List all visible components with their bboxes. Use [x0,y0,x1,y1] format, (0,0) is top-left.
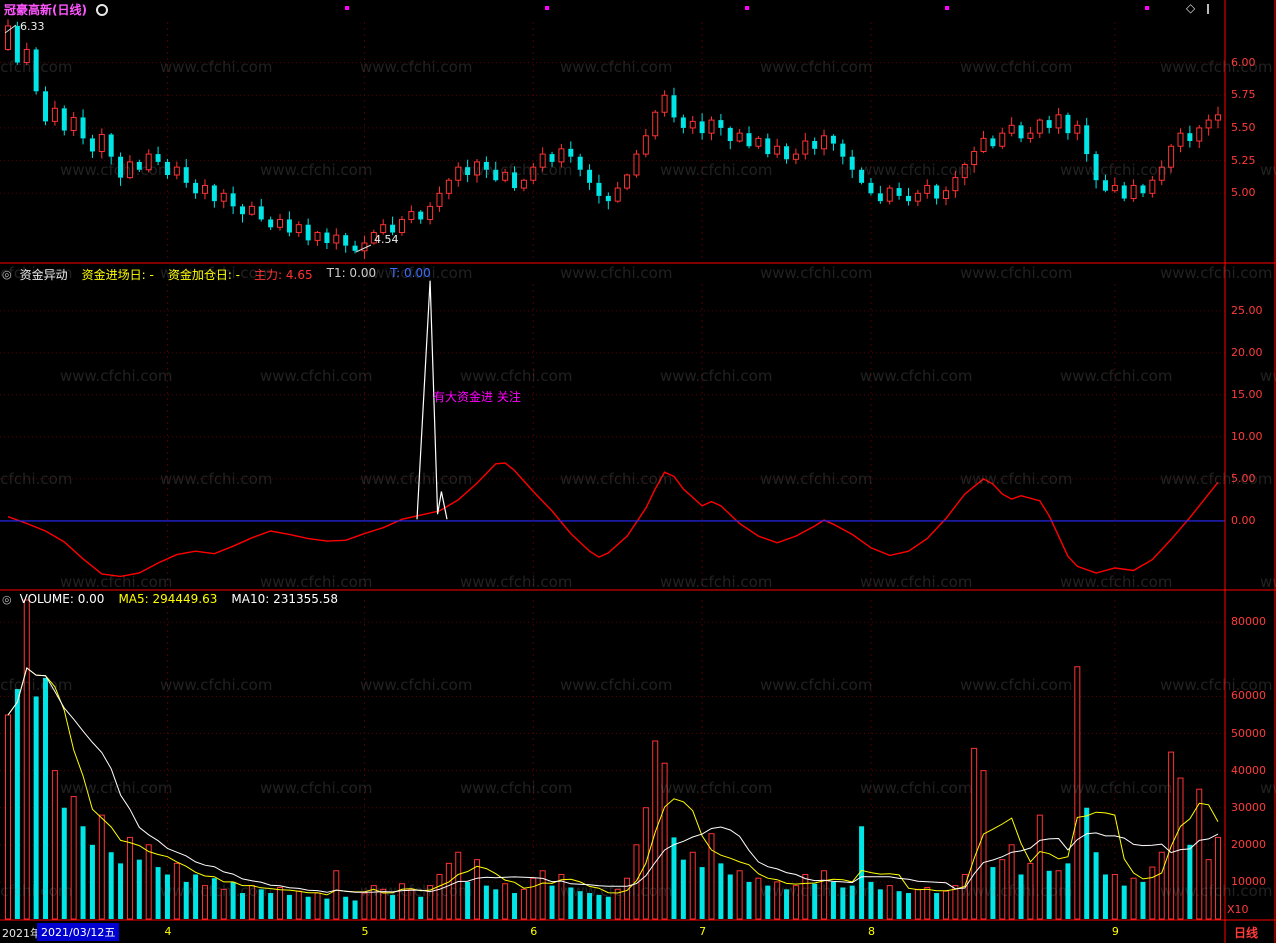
axis-tick-label: 10.00 [1231,429,1263,443]
axis-tick-label: 5.00 [1231,471,1256,485]
month-label: 9 [1111,925,1119,938]
indicator-panel-icon[interactable]: ◎ [2,268,12,281]
deco-dot-icon [1145,6,1149,10]
axis-tick-label: 15.00 [1231,387,1263,401]
axis-tick-label: 80000 [1231,615,1266,629]
volume-panel-header: ◎ VOLUME: 0.00 MA5: 294449.63 MA10: 231355… [2,592,338,606]
axis-tick-label: 20000 [1231,837,1266,851]
separator-bar-icon [1207,4,1209,14]
indicator-labels: 资金进场日: - 资金加仓日: - 主力: 4.65 T1: 0.00 T: 0.00 [82,266,431,283]
axis-tick-label: 20.00 [1231,345,1263,359]
axis-tick-label: 6.00 [1231,55,1256,69]
indicator-annotation: 有大资金进 关注 [433,390,521,404]
titlebar: 冠豪高新(日线) ◇ [0,0,1276,18]
period-button[interactable]: 日线 [1234,926,1259,940]
indicator-value-label: 主力: 4.65 [254,268,313,282]
bottom-bar: 2021年 2021/03/12五 日线 4 5 6 7 8 9 [0,920,1276,943]
axis-tick-label: 60000 [1231,689,1266,703]
axis-tick-label: 5.25 [1231,153,1256,167]
volume-value-label: VOLUME: 0.00 [19,592,105,606]
deco-dot-icon [745,6,749,10]
title-badge-icon[interactable] [96,4,108,16]
month-label: 6 [530,925,538,938]
axis-tick-label: 5.75 [1231,88,1256,102]
indicator-value-label: 资金进场日: - [81,268,154,282]
deco-dot-icon [545,6,549,10]
volume-panel-icon[interactable]: ◎ [2,592,12,606]
indicator-value-label: T: 0.00 [390,266,431,280]
indicator-value-label: 资金加仓日: - [167,268,241,282]
stock-title: 冠豪高新(日线) [4,3,87,17]
volume-labels: VOLUME: 0.00 MA5: 294449.63 MA10: 231355.5… [20,592,338,606]
indicator-value-label: T1: 0.00 [326,266,377,280]
indicator-panel-name: 资金异动 [19,268,68,282]
diamond-icon: ◇ [1186,1,1196,15]
low-annotation: 4.54 [374,233,399,246]
axis-tick-label: 50000 [1231,726,1266,740]
axis-tick-label: 5.00 [1231,186,1256,200]
month-label: 4 [164,925,172,938]
selected-date: 2021/03/12五 [37,923,120,941]
month-label: 7 [699,925,707,938]
axis-tick-label: 25.00 [1231,303,1263,317]
volume-value-label: MA5: 294449.63 [118,592,218,606]
axis-tick-label: 0.00 [1231,513,1256,527]
deco-dot-icon [945,6,949,10]
month-label: 5 [361,925,369,938]
axis-tick-label: 5.50 [1231,120,1256,134]
volume-value-label: MA10: 231355.58 [231,592,338,606]
deco-dot-icon [345,6,349,10]
axis-tick-label: 30000 [1231,800,1266,814]
axis-tick-label: 10000 [1231,874,1266,888]
axis-tick-label: 40000 [1231,763,1266,777]
indicator-panel-header: ◎ 资金异动 资金进场日: - 资金加仓日: - 主力: 4.65 T1: 0.00 T… [2,266,431,283]
volume-unit-label: X10 [1227,903,1249,916]
month-label: 8 [867,925,875,938]
year-label: 2021年 [2,927,41,940]
high-annotation: 6.33 [20,20,45,33]
